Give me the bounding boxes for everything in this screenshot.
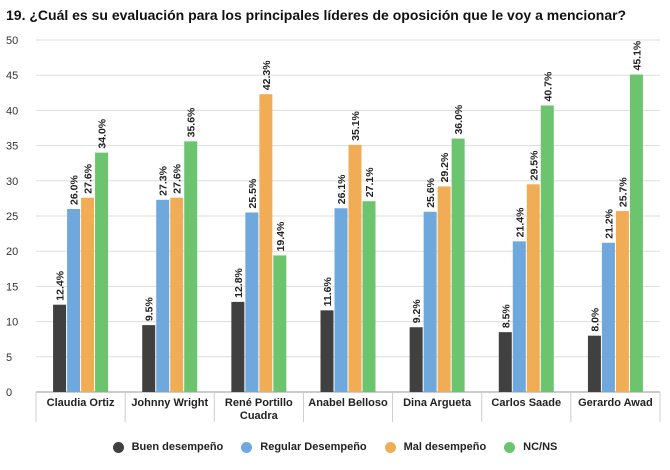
y-tick-label: 50 (6, 35, 18, 47)
y-tick-label: 5 (6, 352, 12, 364)
data-label: 27.6% (83, 163, 95, 193)
data-label: 42.3% (261, 60, 273, 90)
bar (587, 335, 601, 392)
data-label: 11.6% (322, 276, 334, 306)
bar (540, 105, 554, 393)
y-tick-label: 35 (6, 141, 18, 153)
data-label: 29.2% (439, 152, 451, 182)
x-tick-label: René Portillo (225, 397, 293, 409)
bar (629, 74, 643, 392)
chart-title: 19. ¿Cuál es su evaluación para los prin… (6, 7, 627, 23)
x-tick-label: Cuadra (240, 410, 279, 422)
bar (184, 141, 198, 392)
data-label: 27.3% (158, 165, 170, 195)
data-label: 45.1% (631, 40, 643, 70)
bar (526, 184, 540, 392)
data-label: 26.0% (69, 175, 81, 205)
legend-label: NC/NS (523, 441, 558, 453)
bar (245, 212, 259, 392)
data-label: 40.7% (542, 71, 554, 101)
bar (170, 197, 184, 392)
bar (348, 144, 362, 392)
bar (498, 332, 512, 392)
y-tick-label: 10 (6, 317, 18, 329)
y-tick-label: 0 (6, 387, 12, 399)
data-label: 34.0% (97, 118, 109, 148)
bar (156, 199, 170, 392)
bar (259, 94, 273, 392)
data-label: 21.2% (603, 208, 615, 238)
legend-label: Regular Desempeño (260, 441, 367, 453)
legend-item: Regular Desempeño (241, 441, 367, 453)
data-label: 36.0% (453, 104, 465, 134)
data-label: 27.1% (364, 167, 376, 197)
bar (512, 241, 526, 392)
y-tick-label: 45 (6, 70, 18, 82)
data-label: 26.1% (336, 174, 348, 204)
x-tick-label: Anabel Belloso (308, 397, 388, 409)
data-label: 35.1% (350, 110, 362, 140)
data-label: 21.4% (514, 207, 526, 237)
data-label: 19.4% (275, 221, 287, 251)
bar (362, 201, 376, 392)
y-tick-label: 30 (6, 176, 18, 188)
x-tick-label: Claudia Ortiz (47, 397, 115, 409)
data-label: 8.5% (500, 304, 512, 329)
data-label: 25.6% (425, 177, 437, 207)
bar (437, 186, 451, 392)
data-label: 29.5% (528, 150, 540, 180)
data-label: 35.6% (186, 107, 198, 137)
data-label: 27.6% (172, 163, 184, 193)
bar (67, 208, 81, 392)
y-tick-label: 25 (6, 211, 18, 223)
bar (53, 304, 67, 392)
legend-label: Mal desempeño (403, 441, 487, 453)
x-tick-label: Gerardo Awad (578, 397, 653, 409)
bar (451, 138, 465, 392)
bar (95, 152, 109, 392)
data-label: 9.5% (144, 297, 156, 322)
bar (334, 208, 348, 392)
legend-item: NC/NS (504, 441, 557, 453)
y-tick-label: 40 (6, 105, 18, 117)
bar (273, 255, 287, 392)
bar (409, 327, 423, 392)
chart-legend: Buen desempeño Regular Desempeño Mal desem… (0, 441, 670, 453)
x-tick-label: Johnny Wright (131, 397, 208, 409)
x-tick-label: Carlos Saade (491, 397, 561, 409)
y-tick-label: 20 (6, 246, 18, 258)
bar (142, 325, 156, 392)
legend-item: Mal desempeño (384, 441, 487, 453)
bar (81, 197, 95, 392)
bar (320, 310, 334, 392)
data-label: 12.4% (55, 270, 67, 300)
legend-swatch (384, 441, 396, 453)
legend-swatch (504, 441, 516, 453)
bar (615, 211, 629, 392)
data-label: 25.7% (617, 177, 629, 207)
data-label: 9.2% (411, 299, 423, 324)
bar (423, 211, 437, 392)
bar (231, 301, 245, 392)
data-label: 8.0% (589, 307, 601, 332)
legend-item: Buen desempeño (112, 441, 224, 453)
data-label: 25.5% (247, 178, 259, 208)
legend-label: Buen desempeño (131, 441, 224, 453)
bar (601, 242, 615, 392)
legend-swatch (112, 441, 124, 453)
legend-swatch (241, 441, 253, 453)
data-label: 12.8% (233, 267, 245, 297)
y-tick-label: 15 (6, 281, 18, 293)
x-tick-label: Dina Argueta (403, 397, 472, 409)
